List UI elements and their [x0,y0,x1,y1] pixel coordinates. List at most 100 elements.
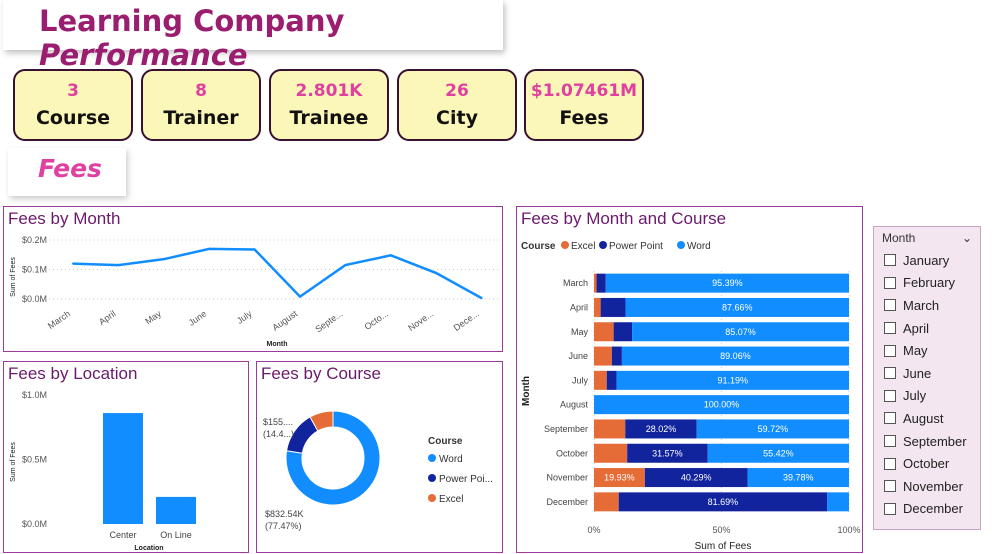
data-label: 40.29% [681,473,712,483]
data-point [389,254,392,257]
legend-marker [428,494,436,502]
legend-title: Course [521,241,556,252]
fees-by-month-and-course-chart[interactable]: Fees by Month and Course Course Excel Powe… [516,206,863,553]
slicer-item-december[interactable]: December [874,498,980,521]
checkbox[interactable] [884,276,896,289]
checkbox[interactable] [884,254,896,267]
title-emphasis: Performance [39,38,248,72]
bar-segment-excel [594,443,628,463]
y-tick-label: $0.2M [22,235,47,245]
bar-segment-word [625,297,849,317]
kpi-card-trainer: 8 Trainer [141,69,261,141]
legend-label: Excel [571,241,595,252]
bar-segment-power-point [618,492,828,512]
data-point [344,264,347,267]
checkbox[interactable] [884,367,896,380]
checkbox[interactable] [884,435,896,448]
data-label: 19.93% [604,473,635,483]
checkbox[interactable] [884,502,896,515]
data-point [162,258,165,261]
fees-by-course-chart[interactable]: Fees by Course $155.... (14.4...) $832.54K… [256,361,503,553]
slicer-item-label: December [903,501,963,517]
bar-segment-excel [594,492,619,512]
bar-segment-excel [594,346,612,366]
slicer-item-label: August [903,410,944,426]
fees-by-month-chart[interactable]: Fees by Month $0.0M $0.1M $0.2M Sum of Fees… [3,206,503,352]
x-tick-label: Nove... [406,308,435,333]
slicer-item-label: March [903,297,940,313]
checkbox[interactable] [884,389,896,402]
data-label: $832.54K [265,509,304,519]
bar-segment-word [621,346,849,366]
bar-segment-word [747,468,849,488]
bar-segment-word [594,395,849,415]
slicer-item-july[interactable]: July [874,385,980,408]
checkbox[interactable] [884,480,896,493]
kpi-value: 8 [195,81,207,101]
slicer-title: Month [882,231,916,245]
bar-on-line [156,496,196,524]
slicer-item-june[interactable]: June [874,362,980,385]
chart-title: Fees by Month and Course [521,209,727,228]
slicer-item-may[interactable]: May [874,339,980,362]
y-tick-label: December [546,497,588,507]
kpi-label: Fees [559,107,609,129]
y-tick-label: October [556,448,588,458]
bar-segment-power-point [600,297,626,317]
slicer-item-january[interactable]: January [874,249,980,272]
bar-segment-word [707,443,849,463]
kpi-label: City [436,107,478,129]
data-label: 28.02% [646,424,677,434]
legend-marker [428,454,436,462]
slicer-item-april[interactable]: April [874,317,980,340]
y-axis-title: Month [521,376,532,406]
legend-marker [428,474,436,482]
x-tick-label: On Line [160,530,192,540]
legend-label: Power Poi... [439,474,493,485]
slicer-item-february[interactable]: February [874,272,980,295]
data-point [435,272,438,275]
checkbox[interactable] [884,322,896,335]
month-slicer[interactable]: Month ⌄ January February March April May June J… [873,226,981,530]
checkbox[interactable] [884,412,896,425]
chevron-down-icon[interactable]: ⌄ [961,231,972,245]
data-label: 85.07% [725,327,756,337]
x-tick-label: 0% [587,525,600,535]
donut-slice-excel [309,410,334,432]
slicer-item-label: October [903,456,950,472]
checkbox[interactable] [884,457,896,470]
fees-by-location-chart[interactable]: Fees by Location $0.0M $0.5M $1.0M Sum of F… [3,361,249,553]
data-label: 81.69% [708,497,739,507]
y-tick-label: $0.0M [22,294,47,304]
data-point [72,262,74,265]
slicer-item-label: June [903,365,932,381]
slicer-item-november[interactable]: November [874,475,980,498]
data-point [208,247,211,250]
checkbox[interactable] [884,299,896,312]
bar-segment-power-point [596,273,606,293]
data-point [299,295,301,298]
data-label: 55.42% [763,448,794,458]
bar-segment-excel [594,297,601,317]
data-label: 87.66% [722,302,753,312]
kpi-value: 3 [67,81,79,101]
x-tick-label: August [270,308,299,333]
y-tick-label: $0.1M [22,265,47,275]
slicer-item-march[interactable]: March [874,294,980,317]
kpi-value: $1.07461M [530,81,638,101]
slicer-item-label: February [903,275,956,291]
data-point [253,248,256,251]
data-label: (77.47%) [265,521,302,531]
y-tick-label: April [570,302,588,312]
data-label: 31.57% [652,448,683,458]
bar-segment-power-point [613,322,633,342]
bar-segment-excel [594,370,607,390]
bar-segment-word [696,419,849,439]
checkbox[interactable] [884,344,896,357]
slicer-item-september[interactable]: September [874,430,980,453]
bar-segment-power-point [625,419,697,439]
slicer-item-august[interactable]: August [874,407,980,430]
bar-segment-word [632,322,849,342]
slicer-item-october[interactable]: October [874,452,980,475]
legend-label: Word [687,241,711,252]
